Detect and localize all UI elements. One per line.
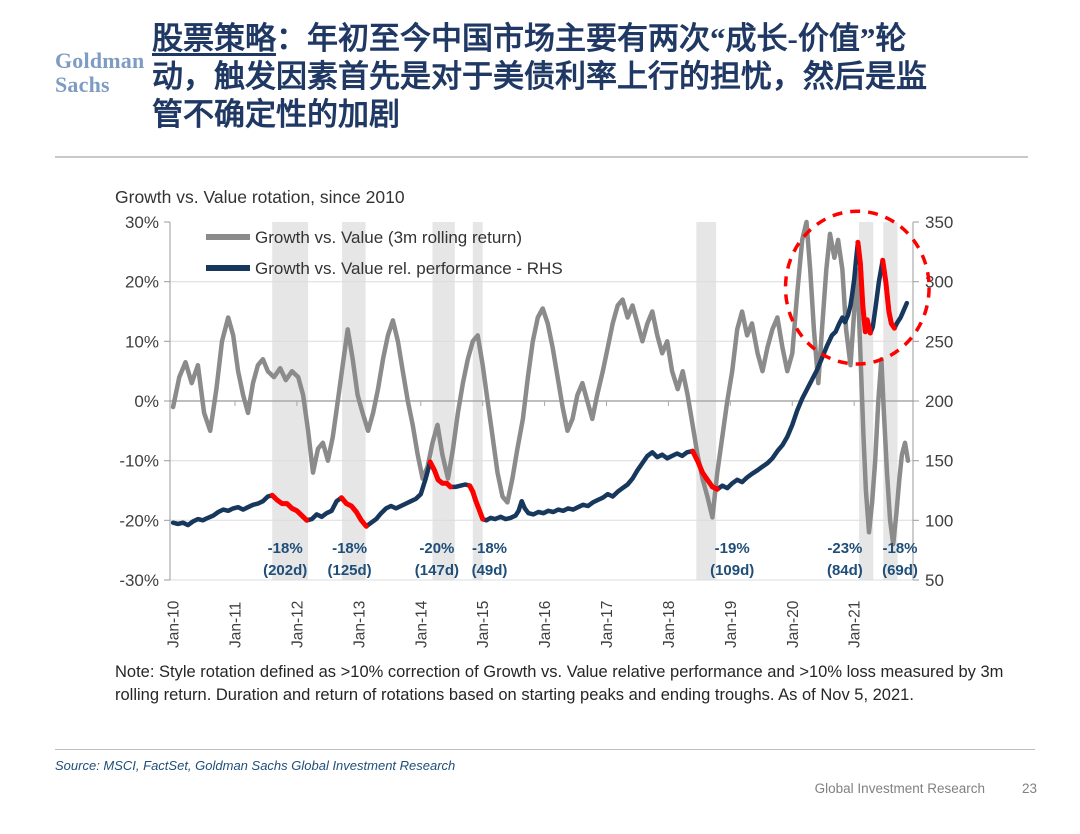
x-tick-label: Jan-10 [166, 600, 183, 648]
y-left-tick-label: -20% [119, 511, 159, 530]
growth-vs-value-3m-line [170, 219, 911, 547]
slide-title-strategy: 股票策略 [152, 21, 276, 56]
rotation-annotation: -20% (147d) [415, 540, 459, 579]
source-line: Source: MSCI, FactSet, Goldman Sachs Glo… [55, 758, 456, 773]
footer-divider [55, 749, 1035, 750]
x-tick-label: Jan-11 [228, 602, 245, 648]
y-right-tick-label: 300 [925, 273, 953, 292]
slide-title-line1: 股票策略：年初至今中国市场主要有两次“成长-价值”轮 [152, 20, 1032, 58]
x-tick-label: Jan-19 [723, 601, 740, 648]
rotation-drawdown-segment [269, 492, 310, 523]
y-right-tick-label: 200 [925, 392, 953, 411]
chart-title: Growth vs. Value rotation, since 2010 [115, 187, 405, 207]
slide-title-line3: 管不确定性的加剧 [152, 97, 400, 132]
y-left-tick-label: 10% [125, 332, 159, 351]
logo-line1: Goldman [55, 48, 145, 73]
x-tick-label: Jan-16 [537, 601, 554, 648]
x-tick-label: Jan-15 [475, 601, 492, 648]
page-number: 23 [1021, 781, 1037, 796]
rotation-drawdown-segment [855, 239, 873, 336]
y-right-tick-label: 150 [925, 452, 953, 471]
x-tick-label: Jan-14 [413, 600, 430, 648]
y-right-tick-label: 50 [925, 571, 944, 590]
rotation-drawdown-segment [339, 495, 369, 529]
x-tick-label: Jan-21 [847, 601, 864, 648]
y-right-tick-label: 350 [925, 213, 953, 232]
legend-label: Growth vs. Value rel. performance - RHS [255, 259, 563, 278]
y-right-tick-label: 100 [925, 511, 953, 530]
legend-label: Growth vs. Value (3m rolling return) [255, 228, 522, 247]
highlight-circle [783, 209, 931, 366]
rotation-annotation: -18% (49d) [472, 540, 508, 579]
growth-value-rotation-chart: 30% 20% 10% 0% -10% -20% -30% 350 300 250 200 150 10… [119, 209, 953, 648]
slide-title-line1-rest: ：年初至今中国市场主要有两次“成长-价值”轮 [276, 21, 907, 56]
slide-title: 股票策略：年初至今中国市场主要有两次“成长-价值”轮 动，触发因素首先是对于美债… [152, 20, 1032, 134]
x-tick-label: Jan-17 [599, 601, 616, 648]
y-left-tick-label: 30% [125, 213, 159, 232]
x-tick-label: Jan-20 [785, 600, 802, 648]
footer-label: Global Investment Research [814, 781, 985, 796]
rotation-annotation: -18% (125d) [328, 540, 372, 579]
header-divider [55, 156, 1028, 158]
logo-line2: Sachs [55, 72, 110, 97]
slide-title-line2: 动，触发因素首先是对于美债利率上行的担忧，然后是监 [152, 59, 927, 94]
rotation-drawdown-segment [880, 257, 897, 331]
x-tick-label: Jan-12 [289, 601, 306, 648]
rotation-annotation: -23% (84d) [827, 540, 863, 579]
y-left-tick-label: 20% [125, 273, 159, 292]
y-left-tick-label: 0% [134, 392, 159, 411]
chart-footnote: Note: Style rotation defined as >10% cor… [115, 663, 1004, 704]
goldman-sachs-logo: Goldman Sachs [55, 49, 144, 97]
rotation-annotation: -19% (109d) [710, 540, 754, 579]
rotation-drawdown-segment [467, 483, 486, 522]
y-left-tick-label: -30% [119, 571, 159, 590]
rotation-drawdown-segment [427, 459, 453, 490]
y-left-tick-label: -10% [119, 452, 159, 471]
rotation-annotation: -18% (69d) [882, 540, 918, 579]
y-right-tick-label: 250 [925, 332, 953, 351]
x-tick-label: Jan-18 [661, 601, 678, 648]
x-tick-label: Jan-13 [351, 601, 368, 648]
rotation-drawdown-segment [690, 448, 720, 492]
rotation-annotation: -18% (202d) [263, 540, 307, 579]
